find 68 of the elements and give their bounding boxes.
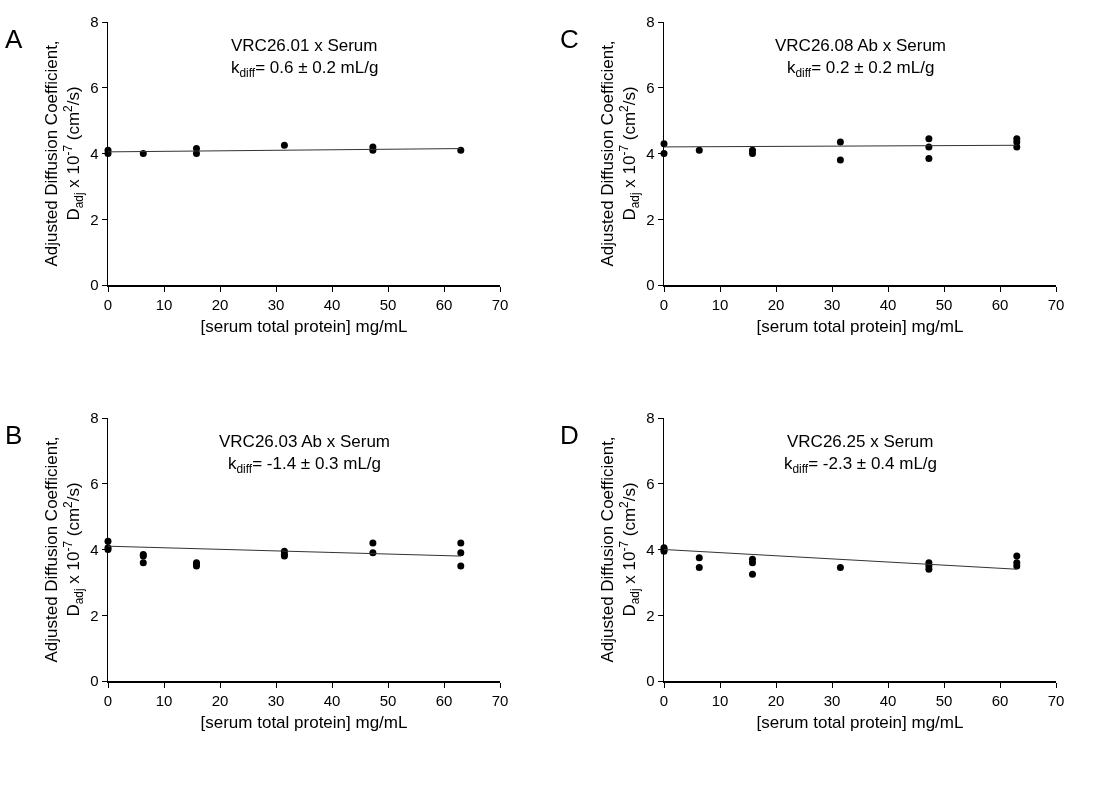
x-tick-label: 60 (991, 295, 1009, 313)
x-tick-label: 70 (491, 691, 509, 709)
text: k$_{diff}$= -2.3 ± 0.4 mL/g (784, 454, 938, 476)
x-tick-label: 40 (879, 295, 897, 313)
x-tick-label: 10 (155, 295, 173, 313)
x-tick-label: 50 (379, 295, 397, 313)
y-tick-label: 4 (646, 144, 655, 162)
x-tick-label: 60 (991, 691, 1009, 709)
text: D (560, 420, 579, 450)
x-tick-label: 60 (435, 691, 453, 709)
y-tick-label: 8 (90, 13, 99, 31)
x-tick-label: 50 (935, 295, 953, 313)
y-tick-label: 4 (646, 540, 655, 558)
x-tick-label: 30 (267, 295, 285, 313)
text: VRC26.08 Ab x Serum (775, 36, 947, 55)
text: C (560, 24, 579, 54)
x-axis-title: [serum total protein] mg/mL (756, 712, 964, 732)
x-tick-label: 0 (659, 295, 669, 313)
text: VRC26.25 x Serum (787, 432, 934, 451)
x-tick-label: 40 (323, 295, 341, 313)
x-tick-label: 70 (491, 295, 509, 313)
x-tick-label: 20 (211, 691, 229, 709)
x-axis-title: [serum total protein] mg/mL (200, 712, 408, 732)
x-tick-label: 70 (1047, 295, 1065, 313)
x-tick-label: 30 (823, 691, 841, 709)
x-tick-label: 10 (711, 691, 729, 709)
x-tick-label: 30 (267, 691, 285, 709)
x-tick-label: 20 (767, 295, 785, 313)
y-tick-label: 8 (646, 409, 655, 427)
x-tick-label: 50 (379, 691, 397, 709)
y-tick-label: 6 (646, 475, 655, 492)
x-tick-label: 60 (435, 295, 453, 313)
text: VRC26.01 x Serum (231, 36, 378, 55)
y-tick-label: 2 (646, 606, 655, 624)
y-tick-label: 0 (646, 672, 655, 690)
y-tick-label: 2 (90, 606, 99, 624)
text: k$_{diff}$= -1.4 ± 0.3 mL/g (228, 454, 382, 476)
x-tick-label: 10 (711, 295, 729, 313)
x-tick-label: 40 (323, 691, 341, 709)
x-axis-title: [serum total protein] mg/mL (756, 316, 964, 336)
x-tick-label: 50 (935, 691, 953, 709)
y-tick-label: 6 (646, 79, 655, 96)
y-tick-label: 4 (90, 144, 99, 162)
y-tick-label: 0 (646, 276, 655, 294)
y-tick-label: 0 (90, 672, 99, 690)
x-tick-label: 10 (155, 691, 173, 709)
y-tick-label: 6 (90, 79, 99, 96)
text: A (5, 24, 23, 54)
y-tick-label: 2 (90, 210, 99, 228)
x-tick-label: 20 (767, 691, 785, 709)
y-tick-label: 2 (646, 210, 655, 228)
text: k$_{diff}$= 0.6 ± 0.2 mL/g (231, 58, 379, 80)
x-tick-label: 70 (1047, 691, 1065, 709)
text: B (5, 420, 23, 450)
x-tick-label: 0 (103, 691, 113, 709)
x-axis-title: [serum total protein] mg/mL (200, 316, 408, 336)
text: VRC26.03 Ab x Serum (219, 432, 391, 451)
y-tick-label: 8 (90, 409, 99, 427)
y-tick-label: 0 (90, 276, 99, 294)
y-tick-label: 8 (646, 13, 655, 31)
y-tick-label: 6 (90, 475, 99, 492)
x-tick-label: 40 (879, 691, 897, 709)
x-tick-label: 0 (103, 295, 113, 313)
x-tick-label: 20 (211, 295, 229, 313)
x-tick-label: 0 (659, 691, 669, 709)
y-tick-label: 4 (90, 540, 99, 558)
text: k$_{diff}$= 0.2 ± 0.2 mL/g (787, 58, 935, 80)
x-tick-label: 30 (823, 295, 841, 313)
